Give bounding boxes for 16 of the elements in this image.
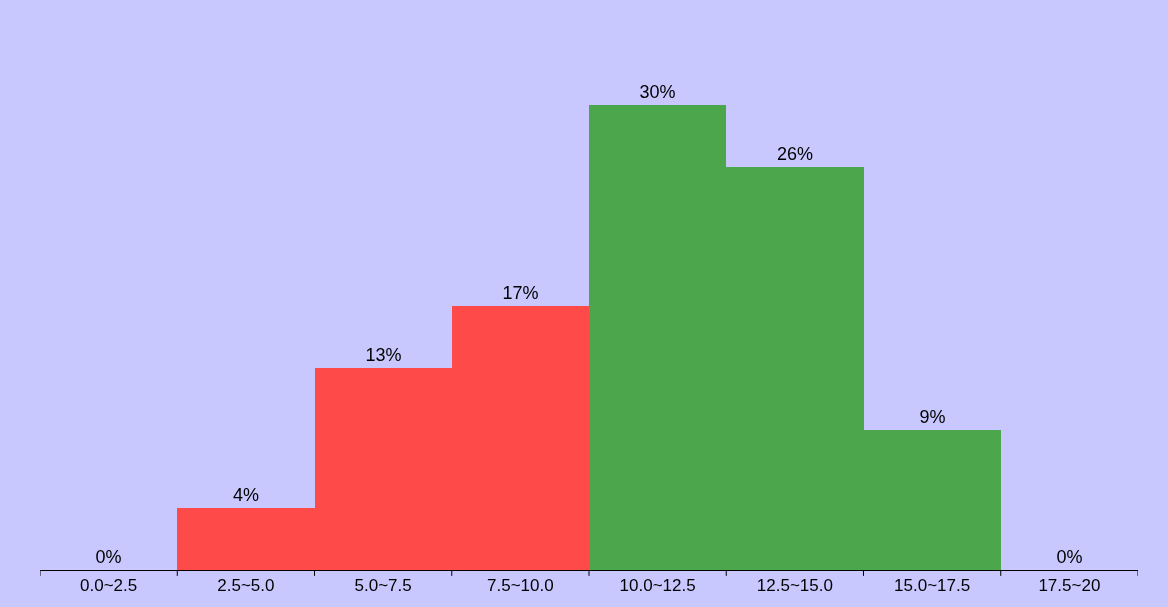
x-tick-label: 17.5~20 — [1038, 576, 1101, 596]
data-label: 17% — [502, 283, 539, 303]
data-label: 13% — [365, 345, 402, 365]
data-label: 0% — [95, 547, 122, 567]
data-label: 26% — [776, 144, 814, 164]
data-label: 0% — [1056, 547, 1083, 567]
x-tick-label: 12.5~15.0 — [756, 576, 833, 596]
x-tick-label: 15.0~17.5 — [894, 576, 971, 596]
x-tick-label: 2.5~5.0 — [217, 576, 275, 596]
x-tick-label: 7.5~10.0 — [487, 576, 554, 596]
x-tick-label: 10.0~12.5 — [619, 576, 696, 596]
data-label: 9% — [919, 407, 946, 427]
data-label: 4% — [232, 485, 260, 505]
x-tick-label: 5.0~7.5 — [354, 576, 412, 596]
x-tick-label: 0.0~2.5 — [80, 576, 138, 596]
data-label: 30% — [639, 82, 676, 102]
